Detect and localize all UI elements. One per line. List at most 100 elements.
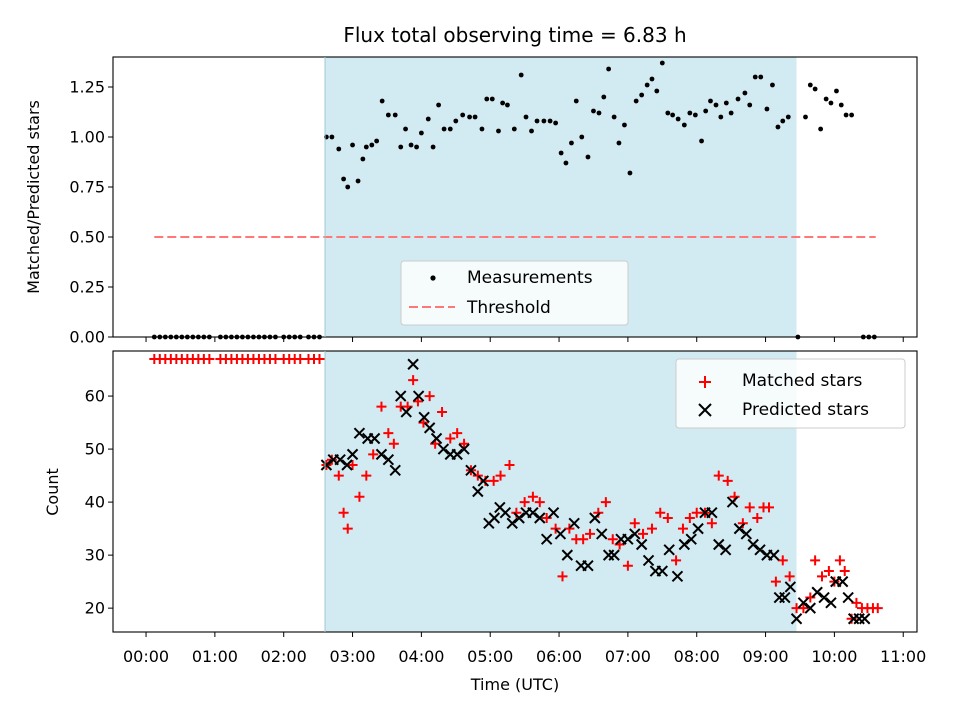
matched-star-point <box>662 513 673 524</box>
measurement-point <box>708 98 713 104</box>
matched-star-point <box>557 571 568 582</box>
measurement-point <box>547 118 553 124</box>
matched-star-point <box>646 523 657 534</box>
predicted-star-point <box>692 522 704 535</box>
legend-matched-marker <box>699 376 711 388</box>
top-y-tick-label: 0.75 <box>69 178 105 197</box>
matched-star-point <box>655 507 666 518</box>
measurement-point <box>345 184 351 190</box>
predicted-star-point <box>353 427 366 439</box>
predicted-star-point <box>334 453 346 466</box>
predicted-star-point <box>836 575 849 588</box>
top-y-ticks: 0.00 0.25 0.50 0.75 1.00 1.25 <box>69 78 113 347</box>
predicted-star-point <box>437 443 450 455</box>
predicted-star-point <box>423 422 436 434</box>
predicted-star-point <box>818 591 830 604</box>
predicted-star-point <box>790 613 803 625</box>
measurement-point <box>601 94 607 100</box>
top-y-tick-label: 0.50 <box>69 228 105 247</box>
predicted-star-point <box>642 554 655 567</box>
measurement-point <box>489 96 495 102</box>
measurement-point <box>392 112 398 118</box>
measurement-point <box>742 90 748 96</box>
matched-star-point <box>622 560 633 571</box>
measurement-point <box>713 102 719 108</box>
matched-star-point <box>504 459 515 470</box>
top-y-axis-label: Matched/Predicted stars <box>24 100 43 294</box>
measurement-point <box>596 110 602 116</box>
predicted-star-point <box>561 549 574 561</box>
measurement-point <box>529 128 534 134</box>
measurement-point <box>622 122 627 128</box>
top-x-ticks <box>145 337 904 342</box>
predicted-star-point <box>589 512 601 524</box>
measurement-point <box>764 106 770 112</box>
measurement-point <box>436 102 441 108</box>
measurement-point <box>735 96 741 102</box>
predicted-star-point <box>635 538 648 551</box>
predicted-star-point <box>726 496 739 508</box>
measurement-point <box>403 126 408 132</box>
predicted-star-point <box>811 586 823 598</box>
predicted-star-point <box>346 448 359 461</box>
matched-star-point <box>722 475 733 486</box>
measurement-point <box>398 144 404 150</box>
matched-star-point <box>445 433 456 444</box>
measurement-point <box>644 82 650 88</box>
measurement-point <box>692 112 698 118</box>
predicted-star-point <box>685 533 697 545</box>
matched-star-point <box>764 502 775 513</box>
measurement-point <box>670 112 676 118</box>
measurement-point <box>752 74 758 80</box>
measurement-point <box>467 114 472 120</box>
predicted-star-point <box>842 591 854 604</box>
matched-star-point <box>638 528 649 539</box>
legend-predicted-label: Predicted stars <box>742 400 869 420</box>
predicted-star-point <box>629 528 641 540</box>
measurement-point <box>569 140 574 146</box>
x-tick-label: 08:00 <box>674 647 720 666</box>
predicted-star-point <box>451 448 463 461</box>
matched-star-point <box>527 491 538 502</box>
bottom-y-tick-label: 30 <box>85 546 105 565</box>
matched-star-point <box>823 566 834 577</box>
predicted-star-point <box>678 538 691 551</box>
measurement-point <box>385 112 391 118</box>
measurement-point <box>681 122 687 128</box>
matched-star-point <box>408 375 419 386</box>
matched-star-point <box>671 555 682 566</box>
bottom-y-tick-label: 40 <box>85 493 105 512</box>
measurement-point <box>728 110 734 116</box>
matched-star-point <box>368 449 379 460</box>
measurement-point <box>329 134 335 140</box>
matched-star-point <box>541 513 552 524</box>
matched-star-point <box>805 592 816 603</box>
matched-star-point <box>361 470 372 481</box>
matched-star-point <box>472 470 483 481</box>
x-tick-label: 00:00 <box>123 647 169 666</box>
x-tick-label: 11:00 <box>880 647 926 666</box>
matched-star-point <box>488 475 499 486</box>
measurement-point <box>408 142 414 148</box>
legend-measurements-label: Measurements <box>467 268 593 288</box>
bottom-y-ticks: 20 30 40 50 60 <box>85 387 113 618</box>
predicted-star-point <box>825 597 837 609</box>
predicted-star-point <box>733 522 746 535</box>
measurement-point <box>563 160 569 166</box>
x-tick-label: 10:00 <box>811 647 857 666</box>
top-legend-box <box>400 260 629 326</box>
matched-star-point <box>338 507 349 518</box>
x-axis-label: Time (UTC) <box>470 675 559 694</box>
matched-star-point <box>459 438 470 449</box>
x-tick-label: 04:00 <box>398 647 444 666</box>
measurement-point <box>699 138 704 144</box>
matched-star-point <box>585 528 596 539</box>
measurement-point <box>838 102 844 108</box>
measurement-point <box>834 88 839 94</box>
matched-star-point <box>593 507 604 518</box>
matched-star-point <box>452 428 463 439</box>
matched-star-point <box>770 576 781 587</box>
measurement-point <box>414 144 419 150</box>
predicted-star-point <box>768 549 780 561</box>
measurement-point <box>785 114 791 120</box>
